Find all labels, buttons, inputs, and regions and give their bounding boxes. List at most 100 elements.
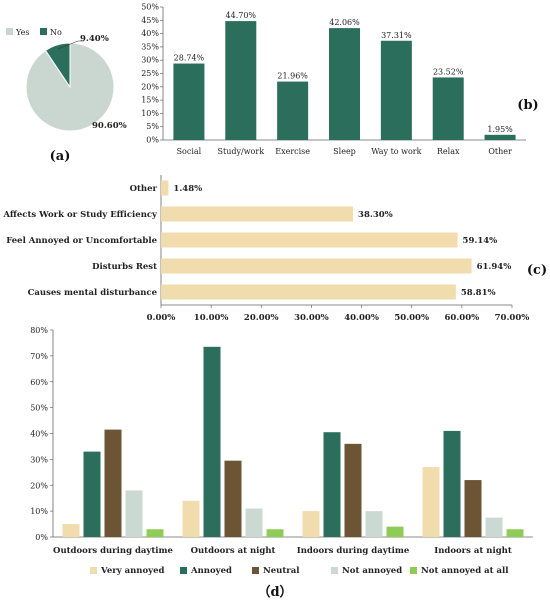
chart-b-value-label-social: 28.74% bbox=[174, 54, 205, 63]
panel-label-c: (c) bbox=[527, 263, 547, 278]
chart-c-x-tick-label: 60.00% bbox=[445, 313, 480, 323]
chart-d-y-tick-label: 30% bbox=[30, 455, 48, 464]
chart-d: 0% 10% 20% 30% 40% 50% 60% 70% 80% Outdoors durin… bbox=[30, 326, 533, 576]
chart-d-bar-indoors-at-night-neutral bbox=[464, 480, 482, 537]
chart-b-value-label-way-to-work: 37.31% bbox=[381, 31, 412, 40]
chart-b-x-tick-label-social: Social bbox=[177, 147, 202, 156]
chart-c-value-label-causes-mental-disturbance: 58.81% bbox=[461, 288, 496, 298]
chart-b-bar-relax bbox=[432, 77, 464, 140]
chart-d-bar-outdoors-at-night-not-annoyed-at-all bbox=[266, 529, 284, 537]
pie-slice-yes bbox=[25, 42, 115, 132]
chart-d-legend-swatch-very-annoyed bbox=[90, 567, 97, 574]
chart-c-value-label-disturbs-rest: 61.94% bbox=[477, 262, 512, 272]
pie-leader-line bbox=[58, 40, 84, 50]
chart-b-value-label-exercise: 21.96% bbox=[277, 72, 308, 81]
chart-c-bar-affects-work-or-study-efficiency bbox=[161, 206, 354, 222]
chart-d-bar-outdoors-at-night-very-annoyed bbox=[182, 500, 200, 537]
chart-d-legend-label-not-annoyed: Not annoyed bbox=[342, 566, 402, 576]
chart-d-legend-label-very-annoyed: Very annoyed bbox=[100, 566, 164, 576]
chart-d-legend-label-neutral: Neutral bbox=[263, 566, 300, 576]
pie-label-yes: 90.60% bbox=[92, 121, 127, 131]
pie-legend-label-yes: Yes bbox=[15, 28, 29, 37]
chart-c-x-tick-label: 10.00% bbox=[194, 313, 229, 323]
chart-b-bar-sleep bbox=[329, 28, 360, 140]
pie-legend-swatch-yes bbox=[6, 28, 13, 35]
pie-chart bbox=[25, 40, 115, 132]
pie-legend-swatch-no bbox=[40, 28, 47, 35]
chart-c-bar-disturbs-rest bbox=[161, 258, 472, 274]
panel-label-d: （d） bbox=[257, 584, 292, 600]
chart-b-bar-other bbox=[484, 134, 516, 140]
pie-legend: Yes No bbox=[6, 28, 62, 37]
chart-d-x-tick-label-indoors-at-night: Indoors at night bbox=[434, 546, 512, 556]
chart-c-value-label-feel-annoyed-or-uncomfortable: 59.14% bbox=[463, 236, 498, 246]
chart-b-y-tick-label: 10% bbox=[141, 109, 159, 118]
chart-d-bar-indoors-during-daytime-not-annoyed-at-all bbox=[386, 526, 404, 537]
chart-b-y-tick-label: 45% bbox=[141, 16, 159, 25]
chart-b-value-label-other: 1.95% bbox=[487, 125, 513, 134]
chart-d-bar-outdoors-at-night-annoyed bbox=[203, 346, 221, 537]
chart-d-x-tick-label-outdoors-at-night: Outdoors at night bbox=[191, 546, 276, 556]
pie-slice-no bbox=[44, 42, 71, 89]
pie-legend-label-no: No bbox=[50, 28, 62, 37]
chart-b-y-tick-label: 40% bbox=[141, 29, 159, 38]
chart-d-legend-label-annoyed: Annoyed bbox=[190, 566, 232, 576]
chart-c-value-label-other: 1.48% bbox=[173, 184, 202, 194]
chart-d-x-tick-label-outdoors-during-daytime: Outdoors during daytime bbox=[53, 546, 173, 556]
panel-label-a: (a) bbox=[50, 149, 71, 164]
chart-b-value-label-sleep: 42.06% bbox=[329, 18, 360, 27]
chart-d-bar-indoors-during-daytime-annoyed bbox=[323, 432, 341, 537]
chart-d-y-tick-label: 0% bbox=[35, 533, 48, 542]
chart-b-y-tick-label: 25% bbox=[141, 69, 159, 78]
chart-b-x-tick-label-exercise: Exercise bbox=[275, 147, 310, 156]
chart-d-legend-swatch-not-annoyed bbox=[331, 567, 338, 574]
chart-c-y-tick-label-affects-work-or-study-efficiency: Affects Work or Study Efficiency bbox=[2, 210, 158, 220]
chart-c-x-tick-label: 0.00% bbox=[147, 313, 176, 323]
chart-b-y-tick-label: 0% bbox=[146, 136, 159, 145]
chart-d-y-tick-label: 60% bbox=[30, 378, 48, 387]
chart-d-bar-indoors-during-daytime-neutral bbox=[344, 443, 362, 537]
panel-label-b: (b) bbox=[517, 98, 538, 113]
chart-b-y-tick-label: 50% bbox=[141, 3, 159, 12]
chart-d-legend-swatch-annoyed bbox=[180, 567, 187, 574]
chart-c-x-tick-label: 40.00% bbox=[344, 313, 379, 323]
chart-d-y-tick-label: 50% bbox=[30, 404, 48, 413]
chart-b-x-tick-label-other: Other bbox=[488, 147, 512, 156]
chart-d-legend-label-not-annoyed-at-all: Not annoyed at all bbox=[421, 566, 509, 576]
chart-b-x-tick-label-way-to-work: Way to work bbox=[371, 147, 421, 156]
chart-d-bar-outdoors-during-daytime-very-annoyed bbox=[62, 524, 80, 537]
chart-d-bar-outdoors-during-daytime-neutral bbox=[104, 429, 122, 537]
chart-d-bar-indoors-during-daytime-very-annoyed bbox=[302, 511, 320, 537]
chart-d-bar-outdoors-during-daytime-not-annoyed-at-all bbox=[146, 529, 164, 537]
pie-label-no: 9.40% bbox=[80, 34, 109, 44]
chart-b-y-tick-label: 20% bbox=[141, 82, 159, 91]
chart-d-bar-outdoors-during-daytime-annoyed bbox=[83, 451, 101, 537]
chart-d-bar-indoors-during-daytime-not-annoyed bbox=[365, 511, 383, 537]
chart-b-y-tick-label: 15% bbox=[141, 96, 159, 105]
chart-d-bar-outdoors-during-daytime-not-annoyed bbox=[125, 490, 143, 537]
chart-b-y-tick-label: 35% bbox=[141, 42, 159, 51]
chart-d-y-tick-label: 20% bbox=[30, 481, 48, 490]
chart-d-bar-indoors-at-night-not-annoyed-at-all bbox=[506, 529, 524, 537]
chart-d-y-tick-label: 40% bbox=[30, 430, 48, 439]
chart-b-bar-study-work bbox=[225, 21, 257, 140]
chart-c: 0.00% 10.00% 20.00% 30.00% 40.00% 50.00% 60.00… bbox=[2, 175, 529, 323]
chart-c-bar-causes-mental-disturbance bbox=[161, 284, 456, 300]
chart-d-bar-indoors-at-night-annoyed bbox=[443, 430, 461, 537]
chart-b-x-tick-label-relax: Relax bbox=[437, 147, 460, 156]
chart-c-bar-other bbox=[161, 180, 169, 196]
chart-b-bar-way-to-work bbox=[380, 40, 412, 140]
chart-c-x-tick-label: 50.00% bbox=[394, 313, 429, 323]
chart-c-y-tick-label-causes-mental-disturbance: Causes mental disturbance bbox=[28, 288, 158, 298]
chart-d-bar-outdoors-at-night-neutral bbox=[224, 460, 242, 537]
chart-c-x-tick-label: 70.00% bbox=[495, 313, 530, 323]
chart-c-y-tick-label-other: Other bbox=[130, 184, 158, 194]
chart-d-legend-swatch-not-annoyed-at-all bbox=[410, 567, 417, 574]
chart-c-y-tick-label-feel-annoyed-or-uncomfortable: Feel Annoyed or Uncomfortable bbox=[6, 236, 157, 246]
chart-d-x-tick-label-indoors-during-daytime: Indoors during daytime bbox=[297, 546, 410, 556]
chart-c-x-tick-label: 20.00% bbox=[244, 313, 279, 323]
chart-b-x-tick-label-sleep: Sleep bbox=[333, 147, 356, 156]
chart-d-bar-outdoors-at-night-not-annoyed bbox=[245, 508, 263, 537]
chart-d-legend-swatch-neutral bbox=[252, 567, 259, 574]
